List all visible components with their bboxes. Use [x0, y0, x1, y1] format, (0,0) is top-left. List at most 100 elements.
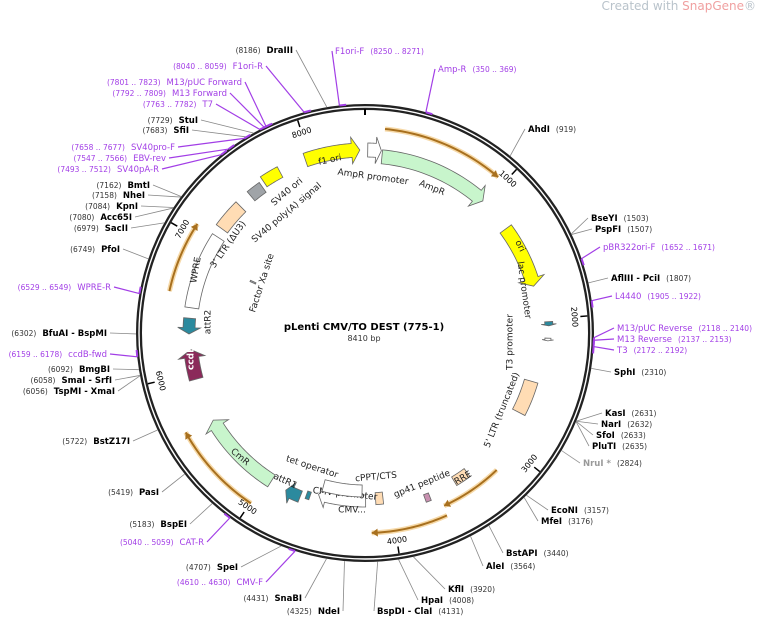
feature-f1-ori: [302, 135, 361, 168]
restriction-site[interactable]: (7162) BmtI: [96, 181, 182, 197]
primer[interactable]: (7658 .. 7677) SV40pro-F: [71, 134, 251, 153]
primer-label: pBR322ori-F (1652 .. 1671): [603, 243, 715, 253]
site-name: SpeI: [217, 563, 238, 573]
orf-arc: [184, 431, 252, 505]
site-name: BmgBI: [79, 365, 110, 375]
feature-lac-promoter: [541, 320, 557, 327]
site-name: AleI: [486, 562, 504, 572]
primer[interactable]: (4610 .. 4630) CMV-F: [177, 547, 296, 588]
restriction-site[interactable]: (6979) SacII: [74, 222, 165, 234]
restriction-site[interactable]: NruI * (2824): [561, 450, 642, 469]
restriction-site[interactable]: AhdI (919): [509, 125, 576, 157]
primer[interactable]: pBR322ori-F (1652 .. 1671): [580, 243, 715, 266]
site-leader-line: [488, 525, 504, 554]
site-position: (6092): [48, 365, 73, 374]
primer-name: ccdB-fwd: [68, 350, 107, 360]
restriction-site[interactable]: (7683) SfiI: [142, 126, 247, 138]
site-label: (6056) TspMI - XmaI: [23, 387, 115, 397]
site-name: NheI: [123, 191, 145, 201]
site-label: SphI (2310): [614, 368, 666, 378]
restriction-site[interactable]: SfoI (2633): [575, 421, 646, 441]
site-name: KasI: [605, 409, 626, 419]
restriction-site[interactable]: (5183) BspEI: [129, 503, 213, 530]
site-label: PspFI (1507): [595, 225, 652, 235]
restriction-site[interactable]: BseYI (1503): [571, 214, 649, 235]
restriction-site[interactable]: KflI (3920): [413, 556, 495, 595]
site-position: (2633): [621, 431, 646, 440]
primer-leader-line: [109, 353, 138, 358]
restriction-site[interactable]: SphI (2310): [591, 367, 666, 378]
restriction-site[interactable]: (7158) NheI: [92, 191, 181, 201]
primer-label: (7801 .. 7823) M13/pUC Forward: [107, 78, 242, 88]
feature-label-t3-promoter: T3 promoter: [506, 314, 516, 371]
restriction-site[interactable]: PspFI (1507): [571, 225, 653, 235]
restriction-site[interactable]: (7729) StuI: [148, 116, 254, 134]
feature-label-wpre: WPRE: [189, 256, 203, 284]
restriction-site[interactable]: (5722) BstZ17I: [62, 429, 158, 447]
tick-mark: [511, 168, 518, 176]
site-name: BmtI: [127, 181, 150, 191]
site-label: (7683) SfiI: [142, 126, 189, 136]
restriction-site[interactable]: (6056) TspMI - XmaI: [23, 375, 141, 397]
restriction-site[interactable]: (4707) SpeI: [186, 545, 282, 573]
site-label: (5419) PasI: [108, 488, 159, 498]
site-position: (4431): [243, 594, 268, 603]
primer[interactable]: (6529 .. 6549) WPRE-R: [18, 283, 142, 295]
site-label: KasI (2631): [605, 409, 657, 419]
primer[interactable]: T3 (2172 .. 2192): [592, 346, 688, 356]
primer[interactable]: (7801 .. 7823) M13/pUC Forward: [107, 78, 273, 128]
restriction-site[interactable]: BspDI - ClaI (4131): [373, 561, 463, 617]
site-leader-line: [295, 49, 328, 108]
primer-mark: [590, 300, 594, 308]
restriction-site[interactable]: (6302) BfuAI - BspMI: [11, 329, 137, 339]
restriction-site[interactable]: (6058) SmaI - SrfI: [31, 375, 141, 386]
restriction-site[interactable]: (4431) SnaBI: [243, 558, 327, 604]
primer[interactable]: (8040 .. 8059) F1ori-R: [173, 62, 312, 114]
restriction-site[interactable]: BstAPI (3440): [488, 525, 569, 559]
restriction-site[interactable]: HpaI (4008): [398, 559, 475, 606]
feature-sv40-ori: [259, 166, 284, 188]
restriction-site[interactable]: EcoNI (3157): [526, 494, 609, 516]
site-leader-line: [122, 248, 149, 260]
tick-mark: [580, 315, 588, 318]
restriction-site[interactable]: (4325) NdeI: [287, 561, 345, 617]
restriction-site[interactable]: NarI (2632): [576, 420, 652, 430]
site-label: (6092) BmgBI: [48, 365, 110, 375]
restriction-site[interactable]: KasI (2631): [576, 409, 657, 422]
primer[interactable]: M13 Reverse (2137 .. 2153): [592, 335, 732, 348]
restriction-site[interactable]: (6749) PfoI: [70, 245, 149, 260]
restriction-site[interactable]: PluTI (2635): [575, 421, 647, 452]
restriction-site[interactable]: MfeI (3176): [523, 497, 593, 527]
site-label: BstAPI (3440): [506, 549, 569, 559]
feature-label-attr1: attR1: [272, 472, 298, 491]
site-position: (7080): [69, 213, 94, 222]
primer-name: WPRE-R: [77, 283, 111, 293]
primer[interactable]: (7547 .. 7566) EBV-rev: [74, 144, 235, 164]
site-label: (6979) SacII: [74, 224, 128, 234]
restriction-site[interactable]: (6092) BmgBI: [48, 365, 139, 375]
primer[interactable]: (7493 .. 7512) SV40pA-R: [57, 149, 228, 175]
restriction-site[interactable]: AflIII - PciI (1807): [588, 274, 691, 284]
snapgene-watermark: Created with SnapGene®: [602, 0, 756, 13]
restriction-site[interactable]: AleI (3564): [470, 536, 536, 572]
site-name: NruI *: [583, 459, 611, 469]
site-leader-line: [509, 128, 526, 157]
site-name: TspMI - XmaI: [54, 387, 115, 397]
restriction-site[interactable]: (5419) PasI: [108, 473, 185, 498]
primer[interactable]: Amp-R (350 .. 369): [425, 65, 517, 116]
primer-label: (7763 .. 7782) T7: [143, 100, 213, 110]
site-label: (7080) Acc65I: [69, 213, 132, 223]
primer[interactable]: L4440 (1905 .. 1922): [590, 292, 701, 308]
site-name: MfeI: [541, 517, 562, 527]
site-name: SnaBI: [274, 594, 302, 604]
restriction-site[interactable]: (8186) DraIII: [236, 46, 328, 108]
restriction-site[interactable]: (7084) KpnI: [85, 202, 174, 212]
restriction-site[interactable]: (7080) Acc65I: [69, 207, 174, 223]
primer[interactable]: (5040 .. 5059) CAT-R: [120, 512, 231, 548]
primer[interactable]: F1ori-F (8250 .. 8271): [331, 47, 424, 107]
site-label: PluTI (2635): [592, 442, 647, 452]
primer-range: (2172 .. 2192): [634, 346, 688, 355]
primer[interactable]: (6159 .. 6178) ccdB-fwd: [9, 349, 139, 360]
site-leader-line: [189, 503, 213, 525]
